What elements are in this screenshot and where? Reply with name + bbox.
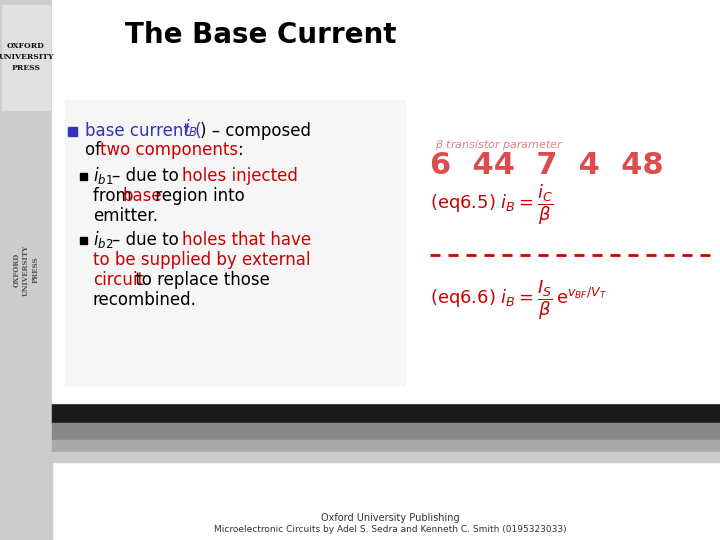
Bar — [52, 423, 720, 440]
Text: emitter.: emitter. — [93, 207, 158, 225]
Bar — [52, 452, 720, 462]
Text: $i_{b2}$: $i_{b2}$ — [93, 230, 113, 251]
Text: $\beta$ transistor parameter: $\beta$ transistor parameter — [435, 138, 564, 152]
Bar — [80, 237, 87, 244]
Text: (eq6.6) $i_B = \dfrac{I_S}{\beta}\,\mathrm{e}^{v_{BF}/V_T}$: (eq6.6) $i_B = \dfrac{I_S}{\beta}\,\math… — [430, 278, 607, 322]
Text: Microelectronic Circuits by Adel S. Sedra and Kenneth C. Smith (0195323033): Microelectronic Circuits by Adel S. Sedr… — [214, 524, 567, 534]
Bar — [52, 0, 720, 403]
Text: ) – composed: ) – composed — [200, 122, 311, 140]
Text: from: from — [93, 187, 137, 205]
Text: base: base — [122, 187, 161, 205]
Text: holes that have: holes that have — [182, 231, 311, 249]
Bar — [52, 403, 720, 423]
Text: to be supplied by external: to be supplied by external — [93, 251, 310, 269]
Bar — [0, 0, 52, 540]
Text: $i_{b1}$: $i_{b1}$ — [93, 165, 113, 186]
Text: recombined.: recombined. — [93, 291, 197, 309]
Text: of: of — [85, 141, 107, 159]
Text: OXFORD
UNIVERSITY
PRESS: OXFORD UNIVERSITY PRESS — [13, 245, 39, 295]
Text: $i_B$: $i_B$ — [184, 117, 198, 138]
Text: two components: two components — [100, 141, 238, 159]
Bar — [52, 440, 720, 452]
Bar — [68, 127, 77, 136]
Text: to replace those: to replace those — [130, 271, 270, 289]
Text: – due to: – due to — [112, 167, 184, 185]
Bar — [2, 5, 50, 110]
Bar — [65, 100, 405, 385]
Bar — [80, 173, 87, 180]
Text: holes injected: holes injected — [182, 167, 298, 185]
Text: The Base Current: The Base Current — [125, 21, 397, 49]
Text: :: : — [238, 141, 244, 159]
Text: OXFORD
UNIVERSITY
PRESS: OXFORD UNIVERSITY PRESS — [0, 42, 54, 72]
Text: (eq6.5) $i_B = \dfrac{i_C}{\beta}$: (eq6.5) $i_B = \dfrac{i_C}{\beta}$ — [430, 183, 554, 227]
Text: region into: region into — [150, 187, 245, 205]
Text: – due to: – due to — [112, 231, 184, 249]
Text: 6  44  7  4  48: 6 44 7 4 48 — [430, 151, 664, 179]
Text: base current (: base current ( — [85, 122, 202, 140]
Text: Oxford University Publishing: Oxford University Publishing — [320, 513, 459, 523]
Text: circuit: circuit — [93, 271, 144, 289]
